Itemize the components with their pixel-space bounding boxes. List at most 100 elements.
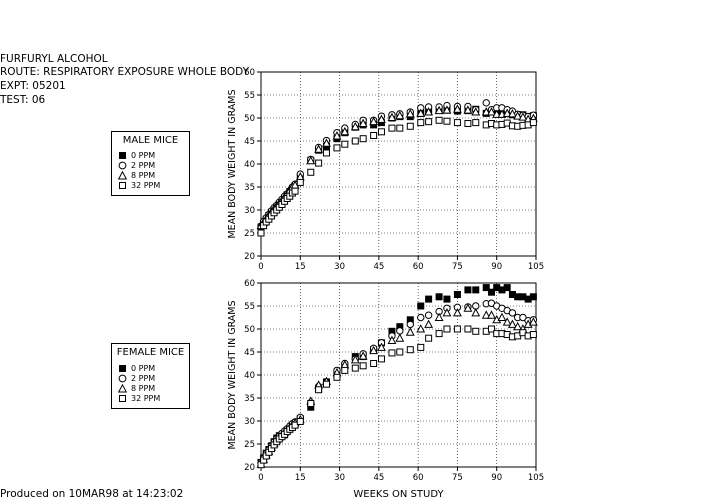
compound-name: FURFURYL ALCOHOL <box>0 53 108 65</box>
male-series-2-point <box>322 138 331 147</box>
female-series-1-point <box>424 311 433 319</box>
male-series-3-point <box>417 119 425 127</box>
female-series-0-point <box>464 286 472 294</box>
male-series-3-point <box>464 120 472 128</box>
female-x-tick-label: 60 <box>413 473 424 483</box>
filled-square-icon <box>119 365 126 372</box>
male-series-2-point <box>518 112 528 121</box>
male-legend-label-8ppm: 8 PPM <box>131 171 156 180</box>
male-series-3-point <box>257 229 265 237</box>
male-x-tick-label: 0 <box>258 262 263 272</box>
female-y-tick-label: 50 <box>244 325 255 335</box>
male-y-tick-label: 30 <box>244 206 255 216</box>
female-series-3-point <box>435 330 443 338</box>
male-series-3-point <box>529 119 537 127</box>
female-series-3-point <box>315 386 323 394</box>
male-series-2-point <box>513 111 523 120</box>
female-series-0-point <box>503 284 511 292</box>
female-series-2-point <box>513 321 523 331</box>
male-y-tick-label: 55 <box>244 91 255 101</box>
experiment-number: EXPT: 05201 <box>0 80 66 92</box>
female-series-0-point <box>487 288 495 296</box>
female-series-3-point <box>296 417 304 425</box>
female-series-0-point <box>453 291 461 298</box>
female-x-tick-label: 0 <box>258 473 263 483</box>
female-series-0-point <box>435 293 443 301</box>
female-series-2-point <box>497 312 507 321</box>
route-label: ROUTE: RESPIRATORY EXPOSURE WHOLE BODY <box>0 66 250 78</box>
male-series-2-point <box>471 107 481 116</box>
male-series-3-point <box>333 144 341 152</box>
open-square-icon <box>119 395 126 402</box>
female-x-tick-label: 15 <box>295 473 306 483</box>
female-series-3-point <box>464 325 472 333</box>
female-series-1-point <box>406 320 414 329</box>
open-triangle-icon <box>118 384 128 393</box>
male-series-3-point <box>453 119 461 127</box>
open-circle-icon <box>118 374 127 383</box>
female-y-axis-label: MEAN BODY WEIGHT IN GRAMS <box>227 300 238 449</box>
female-series-3-point <box>333 373 341 381</box>
female-legend: FEMALE MICE 0 PPM 2 PPM 8 PPM 32 PPM <box>111 343 190 409</box>
male-series-2-point <box>350 121 360 131</box>
female-series-0-point <box>482 284 490 292</box>
female-series-3-point <box>291 421 299 429</box>
male-series-3-point <box>370 131 378 139</box>
male-series-2-point <box>358 118 368 128</box>
male-series-3-point <box>425 118 433 126</box>
male-series-3-point <box>307 168 315 176</box>
female-y-tick-label: 60 <box>244 279 255 289</box>
female-series-2-point <box>377 342 386 351</box>
male-series-2-point <box>492 109 502 118</box>
male-series-1-point <box>482 99 490 107</box>
male-series-3-point <box>388 124 396 132</box>
female-series-1-point <box>519 313 527 322</box>
female-series-2-point <box>452 308 462 317</box>
female-series-2-point <box>424 319 434 328</box>
male-series-2-point <box>377 114 386 123</box>
male-x-tick-label: 60 <box>413 262 424 272</box>
female-series-3-point <box>396 348 404 356</box>
male-series-3-point <box>435 116 443 124</box>
male-series-3-point <box>377 128 385 136</box>
filled-square-icon <box>119 152 126 159</box>
female-series-1-point <box>396 327 404 335</box>
male-y-tick-label: 40 <box>244 160 255 170</box>
male-series-2-point <box>442 105 452 114</box>
female-plot-frame <box>260 282 537 468</box>
female-legend-label-8ppm: 8 PPM <box>131 384 156 393</box>
female-legend-label-0ppm: 0 PPM <box>131 364 156 373</box>
female-x-axis-label: WEEKS ON STUDY <box>353 489 444 500</box>
male-series-3-point <box>359 135 367 143</box>
female-series-0-point <box>472 286 480 294</box>
female-series-3-point <box>453 325 461 333</box>
male-series-2-point <box>332 131 342 140</box>
male-series-3-point <box>472 119 480 127</box>
male-y-tick-label: 50 <box>244 114 255 124</box>
female-y-tick-label: 30 <box>244 417 255 427</box>
female-x-tick-label: 75 <box>452 473 463 483</box>
male-series-2-point <box>507 108 517 118</box>
male-y-tick-label: 60 <box>244 68 255 78</box>
female-series-0-point <box>529 293 537 301</box>
male-series-3-point <box>351 137 359 145</box>
female-series-2-point <box>487 310 496 319</box>
female-y-tick-label: 25 <box>244 440 255 450</box>
female-series-0-point <box>443 295 451 303</box>
female-series-2-point <box>387 335 397 344</box>
male-legend: MALE MICE 0 PPM 2 PPM 8 PPM 32 PPM <box>111 131 190 196</box>
male-x-tick-label: 105 <box>528 262 544 272</box>
female-series-2-point <box>463 303 473 312</box>
male-series-2-point <box>502 108 512 117</box>
male-x-tick-label: 75 <box>452 262 463 272</box>
female-series-2-point <box>481 310 491 319</box>
female-series-2-point <box>369 345 379 355</box>
male-series-2-point <box>387 112 397 122</box>
female-series-3-point <box>341 366 349 374</box>
test-number: TEST: 06 <box>0 94 46 106</box>
male-y-axis-label: MEAN BODY WEIGHT IN GRAMS <box>227 89 238 238</box>
male-series-3-point <box>396 124 404 132</box>
female-series-0-point <box>417 302 425 310</box>
male-x-tick-label: 45 <box>373 262 384 272</box>
